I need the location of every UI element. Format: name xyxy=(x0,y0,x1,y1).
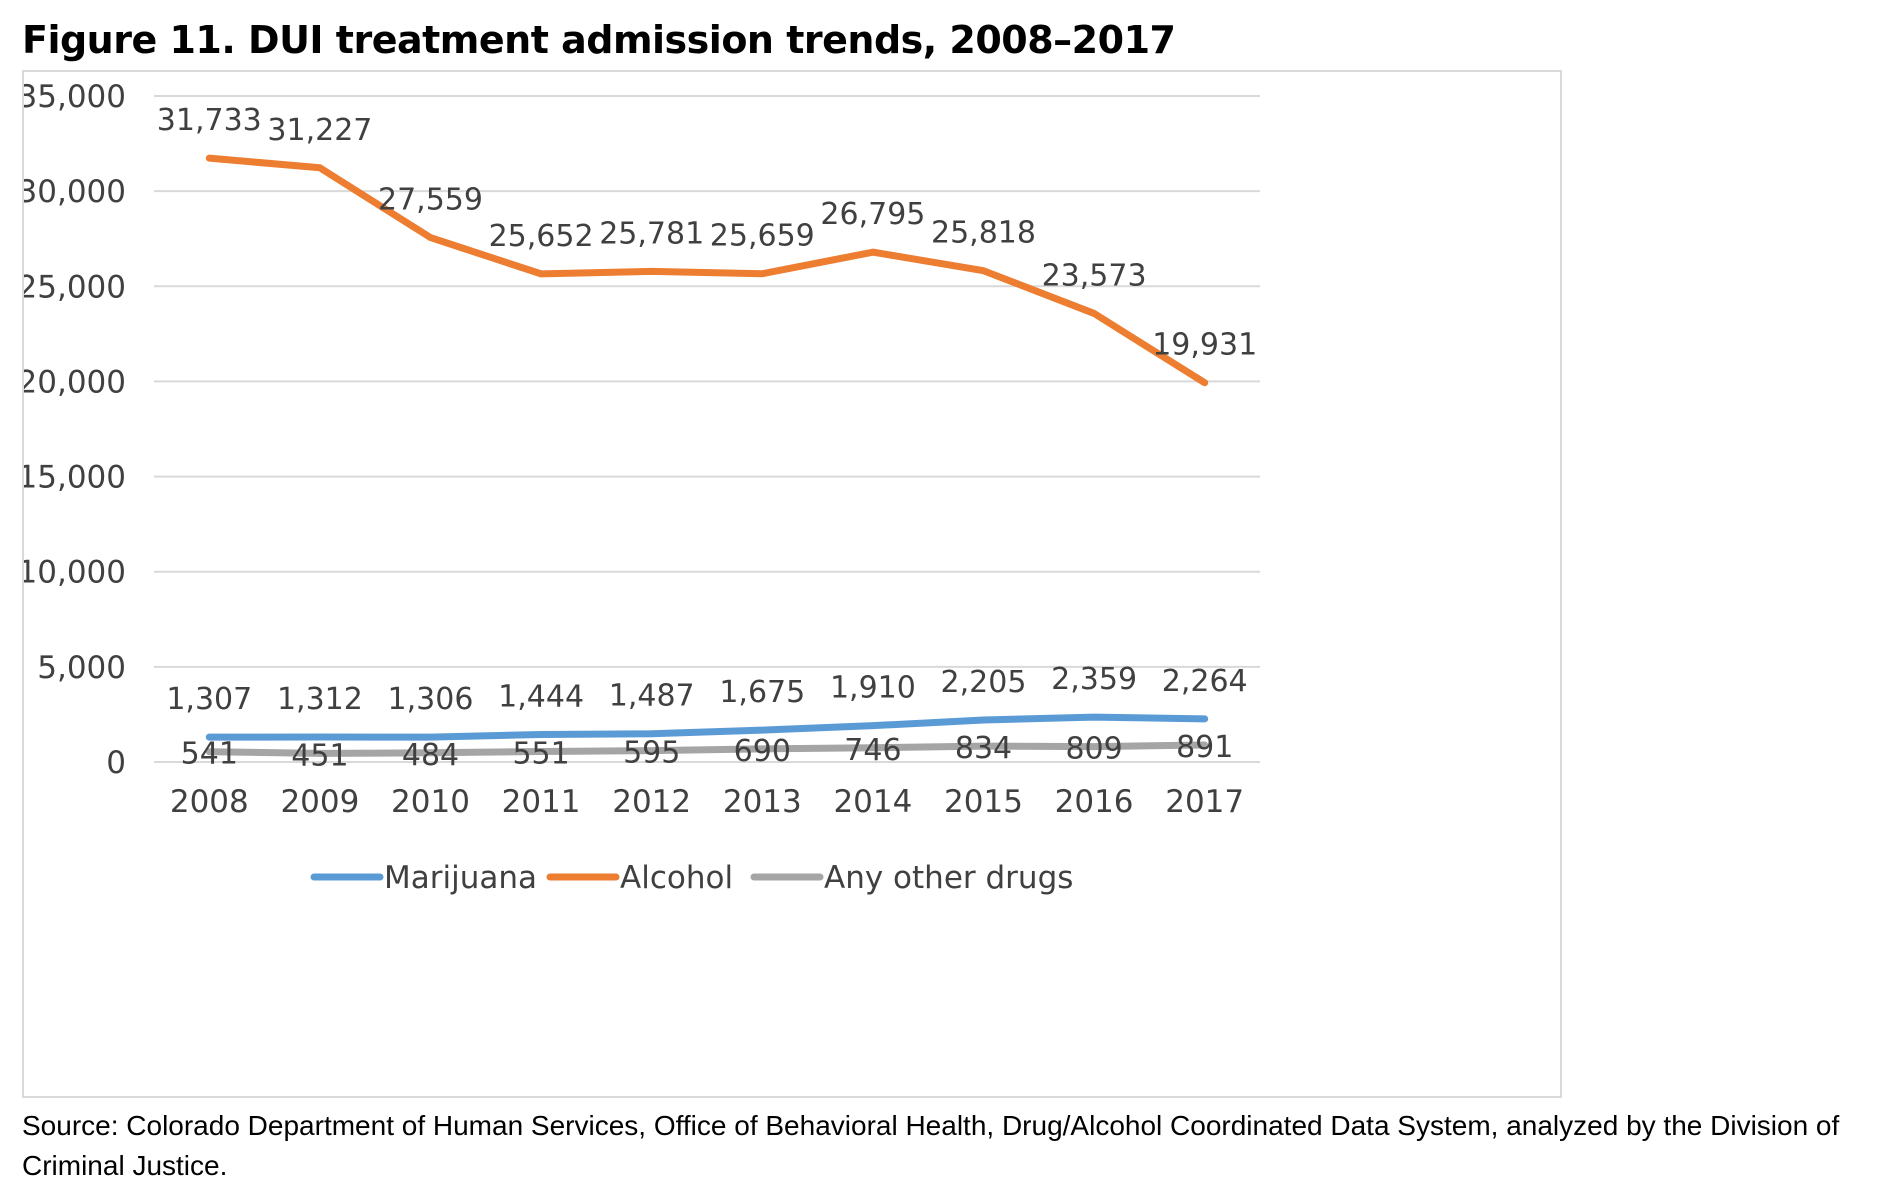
data-label: 1,910 xyxy=(830,671,916,706)
data-label: 1,312 xyxy=(277,682,363,717)
data-label: 2,264 xyxy=(1162,664,1248,699)
data-label: 27,559 xyxy=(378,183,483,218)
line-chart: 0 5,000 10,000 15,000 20,000 25,000 30,000 35,0… xyxy=(24,79,1260,896)
series-line-any-other-drugs xyxy=(205,741,1209,757)
x-tick-label: 2015 xyxy=(944,784,1023,820)
data-label: 551 xyxy=(512,737,569,772)
y-tick-label: 15,000 xyxy=(24,460,126,496)
x-tick-label: 2009 xyxy=(280,784,359,820)
y-tick-label: 20,000 xyxy=(24,364,126,400)
y-tick-label: 0 xyxy=(106,745,126,781)
data-label: 25,652 xyxy=(489,219,594,254)
data-label: 451 xyxy=(291,738,348,773)
data-label: 31,733 xyxy=(157,103,262,138)
y-tick-label: 5,000 xyxy=(37,650,126,686)
legend-label-alcohol: Alcohol xyxy=(620,860,733,896)
data-label: 1,307 xyxy=(166,682,252,717)
data-label: 19,931 xyxy=(1152,328,1257,363)
data-label: 25,659 xyxy=(710,219,815,254)
data-label: 2,205 xyxy=(941,665,1027,700)
data-label: 25,818 xyxy=(931,216,1036,251)
series-line-alcohol xyxy=(205,154,1209,387)
y-tick-label: 35,000 xyxy=(24,79,126,115)
data-label: 31,227 xyxy=(267,113,372,148)
data-label: 484 xyxy=(402,738,459,773)
data-label: 690 xyxy=(734,734,791,769)
data-label: 1,306 xyxy=(388,682,474,717)
data-label: 1,487 xyxy=(609,679,695,714)
data-label: 23,573 xyxy=(1042,258,1147,293)
data-label: 2,359 xyxy=(1051,662,1137,697)
data-label: 834 xyxy=(955,731,1012,766)
x-tick-label: 2008 xyxy=(170,784,249,820)
chart-frame: 0 5,000 10,000 15,000 20,000 25,000 30,000 35,0… xyxy=(22,70,1562,1098)
legend-label-marijuana: Marijuana xyxy=(384,860,537,896)
data-label: 891 xyxy=(1176,730,1233,765)
x-tick-label: 2010 xyxy=(391,784,470,820)
data-label: 1,444 xyxy=(498,680,584,715)
x-tick-label: 2011 xyxy=(502,784,581,820)
data-label: 541 xyxy=(181,737,238,772)
data-label: 746 xyxy=(844,733,901,768)
data-label: 595 xyxy=(623,736,680,771)
source-note: Source: Colorado Department of Human Ser… xyxy=(22,1110,1840,1181)
x-tick-label: 2017 xyxy=(1165,784,1244,820)
x-tick-label: 2016 xyxy=(1055,784,1134,820)
data-label: 25,781 xyxy=(599,216,704,251)
data-label: 1,675 xyxy=(719,675,805,710)
legend-label-any-other-drugs: Any other drugs xyxy=(824,860,1073,896)
y-tick-label: 25,000 xyxy=(24,269,126,305)
x-tick-label: 2013 xyxy=(723,784,802,820)
data-label: 809 xyxy=(1065,732,1122,767)
x-tick-label: 2012 xyxy=(612,784,691,820)
x-tick-label: 2014 xyxy=(833,784,912,820)
data-label: 26,795 xyxy=(820,197,925,232)
y-tick-label: 30,000 xyxy=(24,174,126,210)
figure-title: Figure 11. DUI treatment admission trend… xyxy=(22,18,1176,62)
series-line-marijuana xyxy=(205,713,1209,741)
y-tick-label: 10,000 xyxy=(24,555,126,591)
